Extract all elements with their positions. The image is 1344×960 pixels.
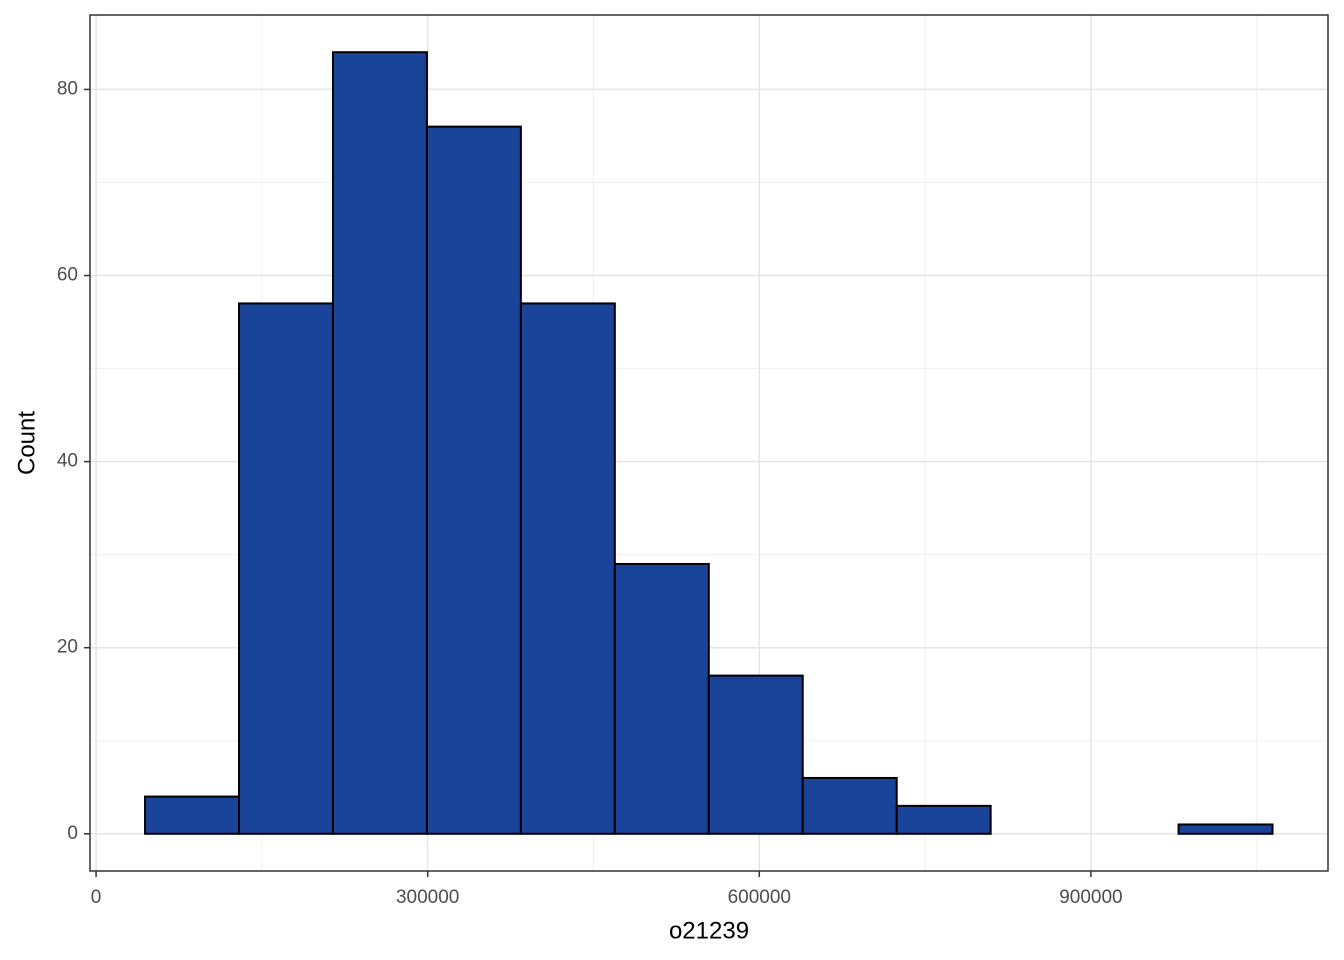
bar <box>331 51 428 835</box>
bar <box>707 674 804 835</box>
x-tick-label: 0 <box>91 887 102 908</box>
bar <box>1177 823 1274 835</box>
bar <box>238 302 334 835</box>
bar <box>519 302 616 835</box>
y-tick-label: 40 <box>57 451 78 472</box>
y-tick-label: 60 <box>57 265 78 286</box>
bar <box>425 125 522 835</box>
x-tick-label: 300000 <box>396 887 459 908</box>
bar <box>895 804 992 835</box>
y-axis-title: Count <box>13 411 40 475</box>
x-tick-label: 900000 <box>1059 887 1122 908</box>
y-tick-label: 20 <box>57 637 78 658</box>
bar <box>144 795 241 835</box>
y-tick-label: 80 <box>57 78 78 99</box>
x-tick-label: 600000 <box>728 887 791 908</box>
bar <box>613 562 710 835</box>
bar <box>801 776 898 835</box>
panel-border <box>89 14 1329 872</box>
x-axis-title: o21239 <box>669 917 749 944</box>
y-tick-label: 0 <box>67 823 78 844</box>
